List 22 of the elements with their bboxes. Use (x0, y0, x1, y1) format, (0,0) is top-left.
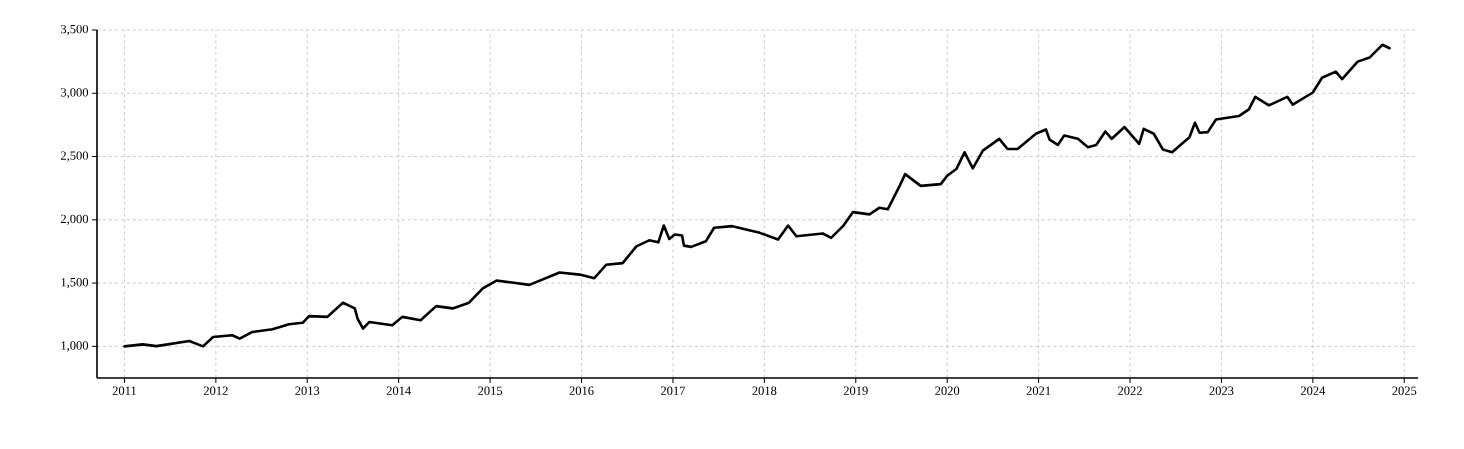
x-tick-label: 2014 (386, 386, 411, 395)
y-tick-label: 2,000 (60, 214, 89, 225)
x-tick-label: 2025 (1392, 386, 1417, 395)
x-tick-label: 2020 (935, 386, 960, 395)
y-tick-label: 3,000 (61, 88, 89, 99)
x-tick-label: 2012 (203, 386, 228, 395)
x-tick-label: 2016 (569, 386, 594, 395)
x-tick-label: 2019 (843, 386, 868, 395)
x-tick-label: 2015 (478, 386, 503, 395)
x-tick-label: 2013 (295, 386, 320, 395)
x-tick-label: 2024 (1300, 386, 1326, 395)
x-tick-label: 2023 (1209, 386, 1234, 395)
x-tick-label: 2021 (1026, 386, 1051, 395)
x-tick-label: 2011 (112, 386, 136, 395)
x-tick-label: 2018 (752, 386, 777, 395)
y-tick-label: 3,500 (61, 24, 89, 36)
x-tick-label: 2022 (1118, 386, 1142, 395)
line-series (123, 43, 1391, 348)
y-tick-label: 2,500 (60, 151, 89, 162)
x-tick-label: 2017 (660, 386, 686, 395)
y-tick-label: 1,000 (61, 341, 89, 352)
y-tick-label: 1,500 (61, 277, 89, 289)
